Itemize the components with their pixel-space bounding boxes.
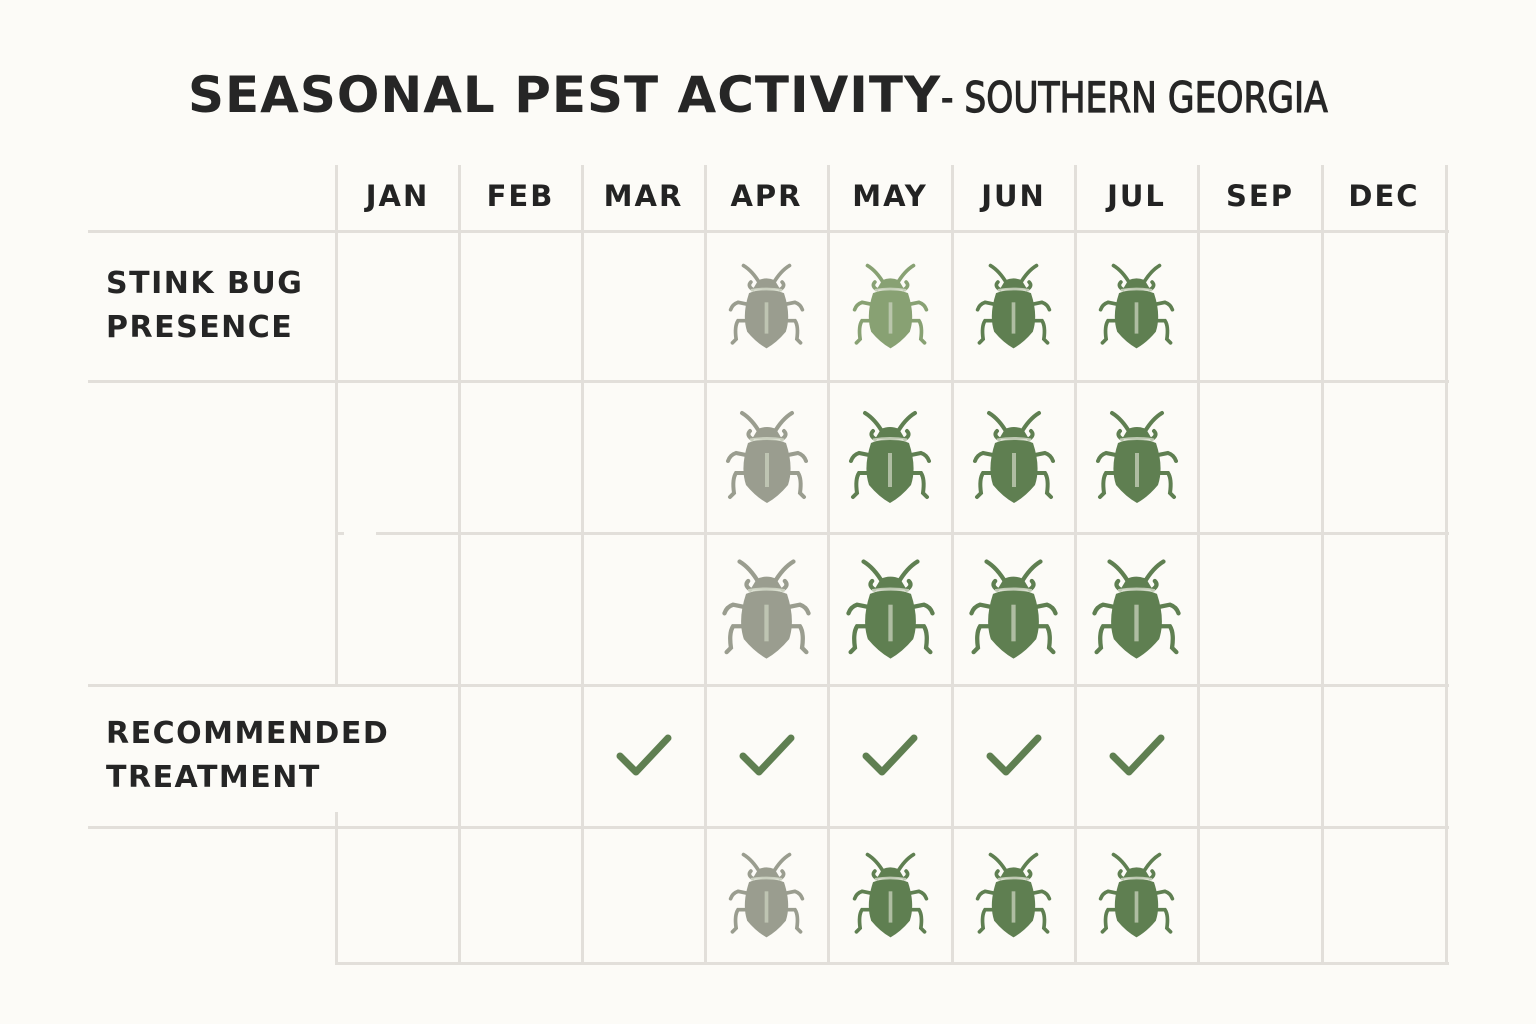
cell-r4-jul — [1075, 685, 1198, 827]
grid-vline — [1321, 165, 1324, 965]
grid-vline — [1445, 165, 1448, 965]
grid-vline — [827, 165, 830, 965]
stink-bug-icon — [849, 849, 932, 941]
grid-hline — [88, 380, 1449, 383]
month-header-mar: MAR — [603, 179, 684, 213]
stink-bug-icon — [972, 849, 1055, 941]
title-subtitle: - SOUTHERN GEORGIA — [941, 72, 1329, 122]
cell-r5-dec — [1322, 827, 1446, 963]
grid-vline — [458, 165, 461, 687]
cell-r3-jan — [336, 533, 459, 685]
cell-r5-jul — [1075, 827, 1198, 963]
cell-r2-sep — [1198, 381, 1322, 533]
cell-r1-jun — [952, 231, 1075, 381]
grid-vline — [1074, 165, 1077, 965]
cell-r1-jul — [1075, 231, 1198, 381]
month-header-apr: APR — [730, 179, 803, 213]
cell-r4-jan — [336, 685, 459, 827]
month-header-jun: JUN — [981, 179, 1046, 213]
cell-r5-apr — [705, 827, 828, 963]
cell-r3-apr — [705, 533, 828, 685]
cell-r2-dec — [1322, 381, 1446, 533]
cell-r3-may — [828, 533, 952, 685]
checkmark-icon — [614, 732, 674, 780]
cell-r3-jul — [1075, 533, 1198, 685]
row-label-4: RECOMMENDED TREATMENT — [106, 716, 390, 795]
stink-bug-icon — [849, 260, 932, 352]
cell-r4-mar — [582, 685, 705, 827]
stink-bug-icon — [1095, 849, 1178, 941]
cell-r2-jan — [336, 381, 459, 533]
grid-vline — [1197, 165, 1200, 965]
cell-r1-sep — [1198, 231, 1322, 381]
stink-bug-icon — [965, 555, 1062, 663]
checkmark-icon — [860, 732, 920, 780]
cell-r3-feb — [459, 533, 582, 685]
month-header-jul: JUL — [1107, 179, 1166, 213]
stink-bug-icon — [718, 555, 815, 663]
grid-hline — [88, 684, 1449, 687]
grid-vline — [458, 685, 461, 965]
cell-r4-jun — [952, 685, 1075, 827]
cell-r1-apr — [705, 231, 828, 381]
cell-r4-feb — [459, 685, 582, 827]
cell-r1-dec — [1322, 231, 1446, 381]
month-header-may: MAY — [852, 179, 928, 213]
stink-bug-icon — [1095, 260, 1178, 352]
month-header-dec: DEC — [1348, 179, 1420, 213]
grid-hline — [88, 230, 1449, 233]
chart-title: SEASONAL PEST ACTIVITY- SOUTHERN GEORGIA — [188, 66, 1413, 124]
checkmark-icon — [984, 732, 1044, 780]
cell-r2-feb — [459, 381, 582, 533]
cell-r3-sep — [1198, 533, 1322, 685]
cell-r3-dec — [1322, 533, 1446, 685]
grid-vline — [581, 165, 584, 965]
cell-r2-apr — [705, 381, 828, 533]
cell-r1-feb — [459, 231, 582, 381]
stink-bug-icon — [1088, 555, 1185, 663]
cell-r1-mar — [582, 231, 705, 381]
cell-r5-sep — [1198, 827, 1322, 963]
row-label-1: STINK BUG PRESENCE — [106, 266, 304, 345]
cell-r2-may — [828, 381, 952, 533]
stink-bug-icon — [725, 260, 808, 352]
cell-r3-jun — [952, 533, 1075, 685]
cell-r1-may — [828, 231, 952, 381]
grid-vline — [335, 812, 338, 965]
cell-r3-mar — [582, 533, 705, 685]
month-header-feb: FEB — [486, 179, 555, 213]
checkmark-icon — [1107, 732, 1167, 780]
grid-hline — [88, 826, 1449, 829]
grid-hline — [376, 532, 1449, 535]
grid-hline — [336, 962, 1449, 965]
cell-r2-jun — [952, 381, 1075, 533]
month-header-sep: SEP — [1226, 179, 1294, 213]
stink-bug-icon — [1092, 407, 1182, 507]
stink-bug-icon — [972, 260, 1055, 352]
grid-vline — [704, 165, 707, 965]
stink-bug-icon — [722, 407, 812, 507]
title-main: SEASONAL PEST ACTIVITY — [188, 66, 942, 124]
cell-r5-jan — [336, 827, 459, 963]
grid-hline — [336, 532, 344, 535]
cell-r4-dec — [1322, 685, 1446, 827]
grid-vline — [951, 165, 954, 965]
cell-r5-jun — [952, 827, 1075, 963]
stink-bug-icon — [845, 407, 935, 507]
cell-r4-may — [828, 685, 952, 827]
grid-vline — [335, 165, 338, 687]
cell-r5-mar — [582, 827, 705, 963]
stink-bug-icon — [842, 555, 939, 663]
cell-r1-jan — [336, 231, 459, 381]
cell-r4-apr — [705, 685, 828, 827]
checkmark-icon — [737, 732, 797, 780]
cell-r5-feb — [459, 827, 582, 963]
cell-r2-jul — [1075, 381, 1198, 533]
stink-bug-icon — [725, 849, 808, 941]
stink-bug-icon — [969, 407, 1059, 507]
month-header-jan: JAN — [365, 179, 430, 213]
cell-r4-sep — [1198, 685, 1322, 827]
cell-r5-may — [828, 827, 952, 963]
cell-r2-mar — [582, 381, 705, 533]
